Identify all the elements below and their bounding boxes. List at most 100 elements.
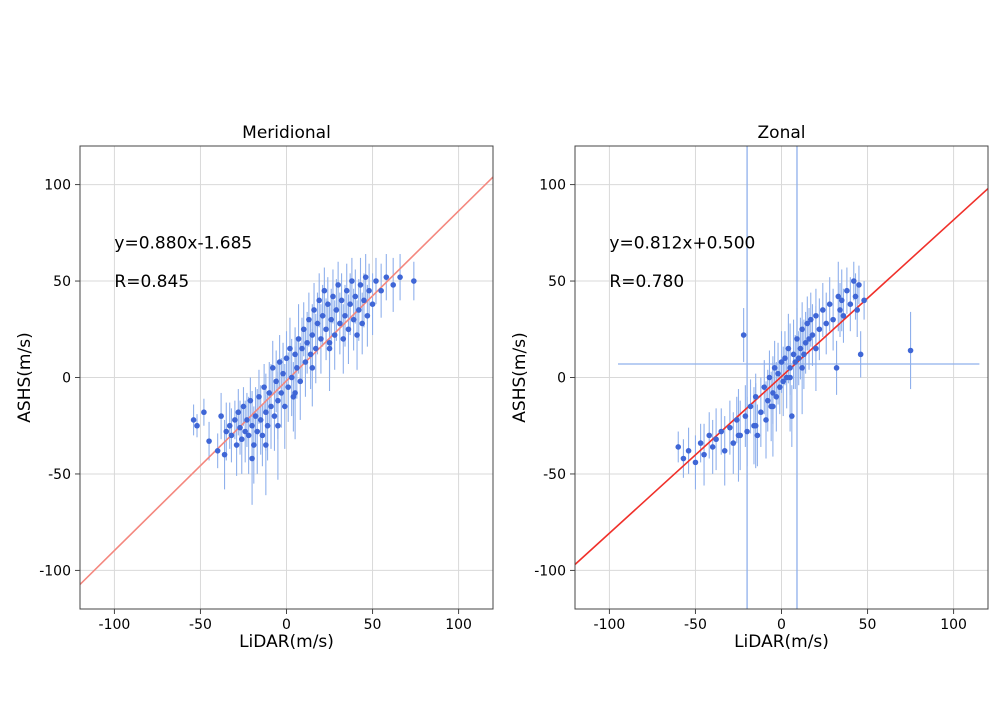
data-point (215, 448, 221, 454)
data-point (273, 379, 279, 385)
data-point (244, 417, 250, 423)
data-point (236, 409, 242, 415)
data-point (686, 448, 692, 454)
data-point (397, 274, 403, 280)
data-point (191, 417, 197, 423)
data-point (337, 321, 343, 327)
data-point (320, 313, 326, 319)
x-tick-label: 50 (364, 617, 382, 633)
data-point (239, 436, 245, 442)
data-point (839, 298, 845, 304)
data-point (292, 390, 298, 396)
data-point (810, 332, 816, 338)
data-point (801, 352, 807, 358)
data-point (296, 336, 302, 342)
chart-title: Meridional (242, 123, 331, 143)
data-point (770, 404, 776, 410)
data-point (248, 398, 254, 404)
data-point (693, 460, 699, 466)
data-point (701, 452, 707, 458)
data-point (268, 404, 274, 410)
data-point (373, 278, 379, 284)
data-point (342, 313, 348, 319)
data-point (299, 346, 305, 352)
data-point (851, 278, 857, 284)
data-point (306, 317, 312, 323)
data-point (837, 307, 843, 313)
data-point (734, 417, 740, 423)
data-point (351, 317, 357, 323)
data-point (736, 433, 742, 439)
data-point (222, 452, 228, 458)
data-point (316, 298, 322, 304)
data-point (799, 365, 805, 371)
y-tick-label: -100 (39, 563, 71, 579)
data-point (353, 294, 359, 300)
data-point (344, 288, 350, 294)
x-tick-label: -100 (99, 617, 131, 633)
data-point (767, 375, 773, 381)
data-point (349, 278, 355, 284)
x-tick-label: 0 (282, 617, 291, 633)
data-point (315, 321, 321, 327)
data-point (365, 313, 371, 319)
data-point (361, 298, 367, 304)
annotation-text: R=0.780 (609, 272, 684, 292)
x-axis-label: LiDAR(m/s) (239, 632, 334, 652)
data-point (237, 425, 243, 431)
data-point (303, 359, 309, 365)
data-point (823, 321, 829, 327)
data-point (284, 355, 290, 361)
data-point (282, 404, 288, 410)
data-point (359, 321, 365, 327)
data-point (277, 359, 283, 365)
data-point (363, 274, 369, 280)
data-point (254, 429, 260, 435)
data-point (275, 423, 281, 429)
data-point (347, 301, 353, 307)
data-point (782, 355, 788, 361)
data-point (384, 274, 390, 280)
data-point (327, 346, 333, 352)
y-axis-label: ASHS(m/s) (510, 332, 530, 422)
data-point (681, 456, 687, 462)
data-point (301, 326, 307, 332)
data-point (263, 409, 269, 415)
data-point (370, 301, 376, 307)
y-tick-label: 100 (539, 178, 566, 194)
annotation-text: R=0.845 (114, 272, 189, 292)
data-point (813, 313, 819, 319)
data-point (698, 440, 704, 446)
data-point (861, 298, 867, 304)
data-point (358, 282, 364, 288)
data-point (265, 423, 271, 429)
y-tick-label: -50 (543, 467, 566, 483)
data-point (796, 355, 802, 361)
data-point (390, 282, 396, 288)
data-point (706, 433, 712, 439)
data-point (206, 438, 212, 444)
data-point (346, 326, 352, 332)
data-point (858, 352, 864, 358)
data-point (744, 429, 750, 435)
x-tick-label: -50 (684, 617, 707, 633)
y-tick-label: 0 (62, 371, 71, 387)
data-point (753, 394, 759, 400)
data-point (272, 413, 278, 419)
data-point (223, 429, 229, 435)
data-point (844, 288, 850, 294)
data-point (827, 301, 833, 307)
data-point (727, 425, 733, 431)
data-point (787, 365, 793, 371)
data-point (313, 346, 319, 352)
data-point (201, 409, 207, 415)
y-tick-label: 50 (53, 274, 71, 290)
data-point (335, 282, 341, 288)
data-point (327, 340, 333, 346)
data-point (266, 390, 272, 396)
y-tick-label: 0 (557, 371, 566, 387)
annotation-text: y=0.880x-1.685 (114, 233, 252, 253)
x-tick-label: 100 (445, 617, 472, 633)
x-tick-label: 0 (777, 617, 786, 633)
